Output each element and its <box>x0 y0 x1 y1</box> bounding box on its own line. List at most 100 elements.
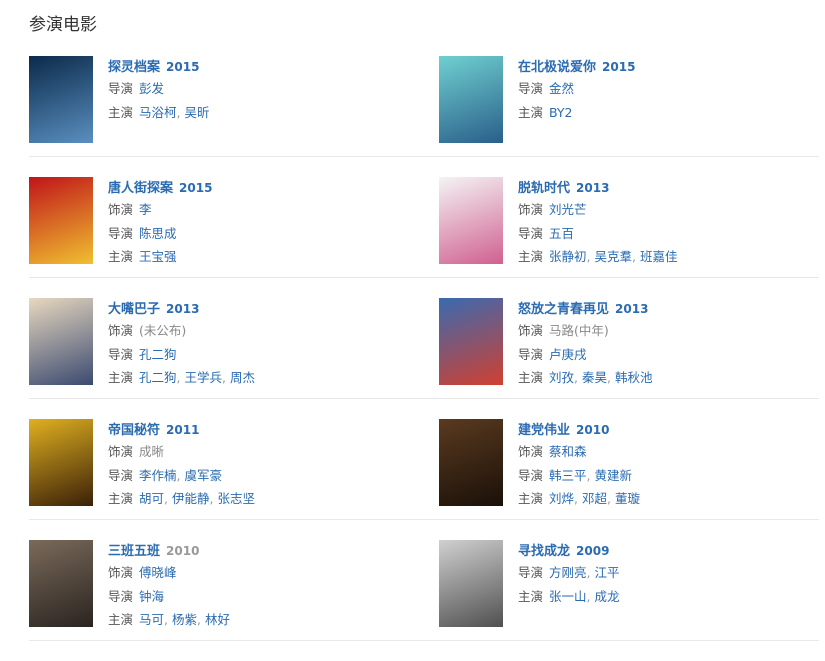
person-link[interactable]: 张一山 <box>549 588 587 604</box>
movie-year: 2010 <box>166 544 200 558</box>
person-link[interactable]: 张静初 <box>549 249 587 264</box>
role-row: 饰演 刘光芒 <box>518 201 677 225</box>
name-separator: , <box>586 249 595 264</box>
movie-title-row: 唐人街探案 2015 <box>108 179 212 201</box>
movie-item: 帝国秘符 2011 饰演 成晰 导演 李作楠, 虞军豪 主演 胡可, 伊能静, 张志坚 <box>29 419 441 540</box>
movie-poster[interactable] <box>29 419 93 506</box>
movie-info: 唐人街探案 2015 饰演李导演 陈思成 主演 王宝强 <box>108 179 212 272</box>
role-row: 导演 卢庚戌 <box>518 346 652 370</box>
person-link[interactable]: 韩三平 <box>549 467 587 483</box>
movie-title[interactable]: 唐人街探案 <box>108 181 174 196</box>
role-label: 导演 <box>108 225 134 241</box>
movie-poster[interactable] <box>29 177 93 264</box>
movie-title[interactable]: 大嘴巴子 <box>108 302 161 317</box>
person-link[interactable]: 秦昊 <box>581 370 607 385</box>
role-row: 主演 BY2 <box>518 104 635 128</box>
role-label: 主演 <box>518 370 544 385</box>
person-link[interactable]: BY2 <box>549 104 573 120</box>
movie-title[interactable]: 建党伟业 <box>518 423 571 438</box>
movie-title-row: 三班五班 2010 <box>108 542 230 564</box>
person-link[interactable]: 蔡和森 <box>549 444 587 459</box>
person-link[interactable]: 傅晓峰 <box>139 565 177 580</box>
role-label: 主演 <box>108 370 134 385</box>
name-separator: , <box>164 612 172 627</box>
person-link[interactable]: 邓超 <box>581 491 607 506</box>
person-link[interactable]: 刘光芒 <box>549 202 587 217</box>
person-link[interactable]: 成龙 <box>594 588 620 604</box>
person-link: 马路(中年) <box>549 323 609 338</box>
movie-title[interactable]: 在北极说爱你 <box>518 60 597 75</box>
role-label: 主演 <box>518 104 544 120</box>
person-link[interactable]: 江平 <box>594 565 620 580</box>
movie-poster[interactable] <box>439 56 503 143</box>
movie-title-row: 寻找成龙 2009 <box>518 542 620 564</box>
person-link[interactable]: 吴昕 <box>184 104 210 120</box>
person-link[interactable]: 林好 <box>204 612 230 627</box>
person-link[interactable]: 张志坚 <box>217 491 255 506</box>
role-label: 主演 <box>108 491 134 506</box>
movie-item: 探灵档案 2015 导演 彭发 主演 马浴柯, 吴昕 <box>29 56 441 177</box>
person-link[interactable]: 马可 <box>139 612 165 627</box>
role-row: 饰演 成晰 <box>108 443 255 467</box>
person-link[interactable]: 胡可 <box>139 491 165 506</box>
person-link[interactable]: 马浴柯 <box>139 104 177 120</box>
movie-item: 在北极说爱你 2015 导演 金然 主演 BY2 <box>439 56 819 177</box>
movie-year: 2013 <box>166 302 200 316</box>
person-link[interactable]: 周杰 <box>229 370 255 385</box>
movie-title[interactable]: 寻找成龙 <box>518 544 571 559</box>
person-link[interactable]: 孔二狗 <box>139 346 177 362</box>
movie-poster[interactable] <box>29 540 93 627</box>
person-link[interactable]: 彭发 <box>139 81 165 96</box>
role-label: 主演 <box>518 491 544 506</box>
movie-poster[interactable] <box>439 177 503 264</box>
person-link[interactable]: 伊能静 <box>171 491 210 506</box>
person-link[interactable]: 班嘉佳 <box>639 249 678 264</box>
role-label: 饰演 <box>108 202 134 217</box>
movie-item: 唐人街探案 2015 饰演李导演 陈思成 主演 王宝强 <box>29 177 441 298</box>
person-link[interactable]: 卢庚戌 <box>549 346 587 362</box>
person-link[interactable]: 孔二狗 <box>139 370 177 385</box>
person-link[interactable]: 吴克羣 <box>594 249 632 264</box>
person-link[interactable]: 钟海 <box>139 588 165 604</box>
person-link[interactable]: 虞军豪 <box>184 467 222 483</box>
person-link[interactable]: 陈思成 <box>139 225 177 241</box>
person-link[interactable]: 李 <box>139 202 152 217</box>
divider <box>29 519 441 520</box>
person-link[interactable]: 王学兵 <box>184 370 222 385</box>
movie-poster[interactable] <box>439 419 503 506</box>
person-link[interactable]: 杨紫 <box>171 612 197 627</box>
name-separator: , <box>164 491 172 506</box>
movie-title[interactable]: 怒放之青春再见 <box>518 302 610 317</box>
movie-poster[interactable] <box>29 298 93 385</box>
movie-title[interactable]: 帝国秘符 <box>108 423 161 438</box>
person-link[interactable]: 黄建新 <box>594 467 632 483</box>
person-link[interactable]: 五百 <box>549 225 575 241</box>
person-link[interactable]: 方刚亮 <box>549 565 587 580</box>
person-link[interactable]: 董璇 <box>614 491 640 506</box>
movie-info: 脱轨时代 2013 饰演 刘光芒 导演 五百 主演 张静初, 吴克羣, 班嘉佳 <box>518 179 677 272</box>
person-link[interactable]: 刘烨 <box>549 491 575 506</box>
role-row: 主演 胡可, 伊能静, 张志坚 <box>108 490 255 514</box>
movie-info: 在北极说爱你 2015 导演 金然 主演 BY2 <box>518 58 635 127</box>
name-separator: , <box>176 467 185 483</box>
movie-title[interactable]: 脱轨时代 <box>518 181 571 196</box>
divider <box>29 277 441 278</box>
movie-year: 2015 <box>602 60 636 74</box>
role-row: 导演 李作楠, 虞军豪 <box>108 467 255 491</box>
movie-title[interactable]: 探灵档案 <box>108 60 161 75</box>
name-separator: , <box>586 467 595 483</box>
role-row: 导演 钟海 <box>108 588 230 612</box>
movie-poster[interactable] <box>439 298 503 385</box>
person-link[interactable]: 刘孜 <box>549 370 575 385</box>
name-separator: , <box>222 370 230 385</box>
person-link[interactable]: 王宝强 <box>139 249 177 264</box>
person-link[interactable]: 金然 <box>549 81 575 96</box>
movie-title-row: 建党伟业 2010 <box>518 421 640 443</box>
movie-title[interactable]: 三班五班 <box>108 544 161 559</box>
divider <box>439 398 819 399</box>
person-link[interactable]: 李作楠 <box>139 467 177 483</box>
person-link[interactable]: 韩秋池 <box>614 370 653 385</box>
role-row: 导演 孔二狗 <box>108 346 255 370</box>
movie-poster[interactable] <box>439 540 503 627</box>
movie-poster[interactable] <box>29 56 93 143</box>
